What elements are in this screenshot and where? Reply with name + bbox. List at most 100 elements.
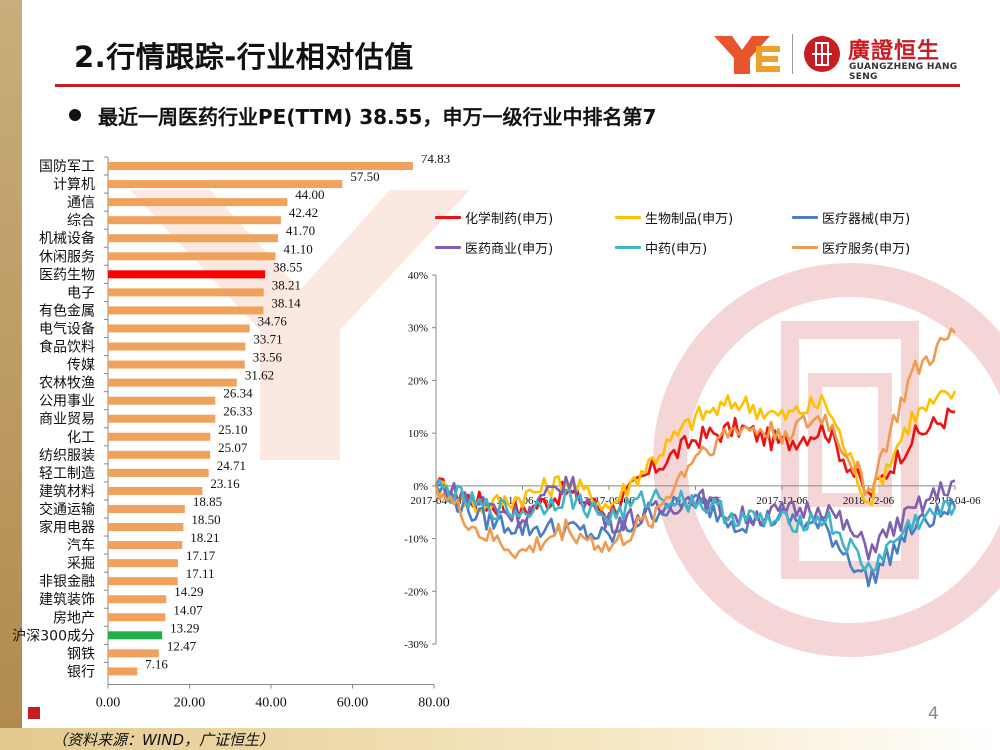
bar-category-label: 电气设备: [39, 320, 95, 337]
bar-category-label: 非银金融: [39, 574, 95, 590]
left-decorative-strip: [0, 0, 22, 730]
bar: [108, 414, 216, 423]
bar: [108, 360, 245, 369]
legend-label: 中药(申万): [645, 242, 708, 257]
bar-category-label: 计算机: [53, 177, 95, 193]
legend-item: 医疗服务(申万): [792, 238, 910, 257]
series-line: [434, 478, 957, 572]
bar-category-label: 家用电器: [39, 519, 95, 536]
subtitle: 最近一周医药行业PE(TTM) 38.55，申万一级行业中排名第7: [98, 105, 657, 129]
series-line: [434, 484, 957, 588]
bar-category-label: 农林牧渔: [39, 376, 95, 392]
bar-category-label: 纺织服装: [39, 448, 95, 464]
logo-separator: [792, 34, 793, 74]
legend-swatch: [435, 246, 461, 249]
legend-swatch: [435, 216, 461, 219]
bar-x-tick-label: 60.00: [337, 695, 369, 710]
line-y-tick-label: -10%: [404, 534, 428, 546]
relative-return-line-chart: 40%30%20%10%0%-10%-20%-30%2017-04-06 2017…: [404, 270, 980, 651]
company-logo: 廣證恒生 GUANGZHENG HANG SENG: [712, 28, 972, 82]
bar-category-label: 休闲服务: [39, 249, 95, 265]
page-number: 4: [928, 704, 939, 724]
line-chart-legend: 化学制药(申万) 生物制品(申万) 医疗器械(申万) 医药商业(申万) 中药(申万) 医疗…: [435, 208, 995, 262]
bar: [108, 234, 278, 243]
legend-swatch: [615, 246, 641, 249]
bar: [108, 342, 246, 351]
legend-swatch: [792, 216, 818, 219]
bar-value-label: 44.00: [295, 187, 324, 202]
legend-label: 医疗器械(申万): [822, 212, 911, 227]
legend-item: 医疗器械(申万): [792, 208, 910, 227]
line-x-tick-label: 2018-02-06: [843, 495, 895, 507]
bar-value-label: 38.21: [272, 277, 301, 292]
line-y-tick-label: 10%: [408, 428, 428, 440]
bar-value-label: 25.10: [218, 422, 247, 437]
bar: [108, 270, 266, 279]
bar: [108, 450, 211, 459]
legend-label: 化学制药(申万): [465, 212, 554, 227]
bar-x-tick-label: 80.00: [418, 695, 450, 710]
title-divider: [55, 84, 960, 87]
ye-logo-icon: [714, 36, 780, 74]
bar-value-label: 12.47: [167, 638, 197, 653]
series-line: [434, 389, 957, 515]
legend-swatch: [615, 216, 641, 219]
brand-name-en: GUANGZHENG HANG SENG: [849, 62, 958, 82]
bar-category-label: 采掘: [67, 556, 95, 572]
bar-value-label: 17.17: [186, 548, 216, 563]
bar-value-label: 34.76: [258, 313, 288, 328]
bar-category-label: 沪深300成分: [12, 628, 95, 644]
bar-category-label: 商业贸易: [39, 412, 95, 428]
line-y-tick-label: 40%: [408, 270, 428, 282]
bar: [108, 613, 166, 622]
bar: [108, 649, 159, 658]
legend-label: 医药商业(申万): [465, 242, 554, 257]
bar: [108, 541, 183, 550]
legend-item: 医药商业(申万): [435, 238, 553, 257]
line-y-tick-label: 30%: [408, 323, 428, 335]
line-y-tick-label: -30%: [404, 639, 428, 651]
footer-marker: [28, 707, 40, 719]
bar-category-label: 医药生物: [39, 267, 95, 283]
bar: [108, 559, 178, 568]
data-source-note: （资料来源：WIND，广证恒生）: [52, 731, 275, 749]
bar: [108, 180, 343, 189]
bar-value-label: 7.16: [145, 656, 168, 671]
bar-category-label: 房地产: [53, 610, 95, 626]
bar: [108, 523, 184, 532]
bar: [108, 198, 288, 207]
bar: [108, 432, 211, 441]
line-y-tick-label: 0%: [413, 481, 428, 493]
bar-value-label: 24.71: [217, 458, 246, 473]
pe-bar-chart: 国防军工 74.83 计算机 57.50 通信 44.00 综合 42.42 机械设备 41.70…: [12, 155, 450, 710]
bar-value-label: 38.14: [271, 295, 301, 310]
bar-category-label: 银行: [67, 664, 95, 680]
bullet-icon: [69, 109, 81, 121]
bar-value-label: 33.71: [253, 332, 282, 347]
bar-category-label: 综合: [67, 213, 95, 229]
line-x-tick-label: 2018-04-06: [929, 495, 980, 507]
bar-value-label: 41.10: [283, 241, 312, 256]
bar-category-label: 交通运输: [39, 501, 95, 518]
bar-category-label: 电子: [67, 285, 95, 301]
series-line: [434, 327, 957, 560]
bar-value-label: 17.11: [186, 566, 215, 581]
bar: [108, 306, 264, 315]
bar: [108, 252, 276, 261]
legend-item: 中药(申万): [615, 238, 707, 257]
bar-category-label: 通信: [67, 195, 95, 211]
bar-category-label: 公用事业: [39, 394, 95, 410]
bar-value-label: 18.85: [193, 494, 222, 509]
bar: [108, 486, 203, 495]
bar-category-label: 有色金属: [39, 302, 95, 319]
line-x-tick-label: 2017-12-06: [756, 495, 808, 507]
bar: [108, 396, 216, 405]
brand-name-cn: 廣證恒生: [848, 39, 941, 64]
bar-x-tick-label: 20.00: [174, 695, 206, 710]
bar-value-label: 13.29: [170, 620, 199, 635]
bar-category-label: 传媒: [67, 358, 95, 374]
bar-category-label: 建筑材料: [39, 484, 95, 500]
bar-category-label: 机械设备: [39, 230, 95, 247]
legend-swatch: [792, 246, 818, 249]
bar-x-tick-label: 0.00: [96, 695, 121, 710]
